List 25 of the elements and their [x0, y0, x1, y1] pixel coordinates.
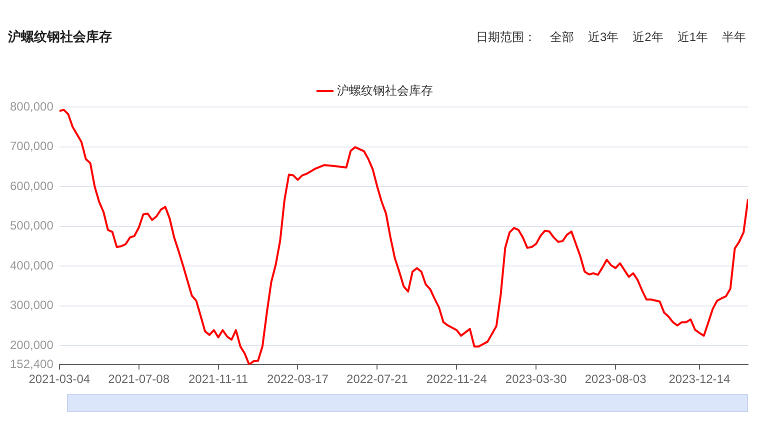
- text: 近2年: [632, 29, 664, 46]
- y-tick-label: 700,000: [10, 139, 54, 154]
- text: 近3年: [588, 29, 619, 46]
- legend-label: 沪螺纹钢社会库存: [337, 83, 433, 98]
- text: 近1年: [677, 29, 708, 46]
- y-tick-label: 200,000: [10, 338, 54, 352]
- x-tick-label: 2021-11-11: [188, 372, 248, 386]
- y-tick-label: 400,000: [10, 258, 54, 272]
- y-tick-label: 500,000: [10, 218, 54, 233]
- x-tick-label: 2022-11-24: [426, 372, 488, 386]
- y-tick-label: 800,000: [10, 99, 54, 114]
- x-tick-label: 2023-12-14: [668, 372, 730, 386]
- x-tick-label: 2023-03-30: [505, 372, 568, 386]
- x-tick-label: 2021-03-04: [28, 372, 90, 386]
- x-tick-label: 2022-03-17: [267, 372, 329, 386]
- text: 半年: [722, 29, 746, 46]
- y-tick-label: 600,000: [10, 178, 54, 193]
- y-tick-label: 300,000: [10, 298, 54, 312]
- text: 全部: [550, 29, 574, 46]
- x-tick-label: 2021-07-08: [108, 372, 170, 386]
- y-tick-label: 152,400: [10, 356, 54, 371]
- chart-title: 沪螺纹钢社会库存: [8, 28, 112, 46]
- x-tick-label: 2023-08-03: [584, 372, 647, 386]
- x-tick-label: 2022-07-21: [346, 372, 408, 386]
- text: 日期范围：: [476, 29, 536, 46]
